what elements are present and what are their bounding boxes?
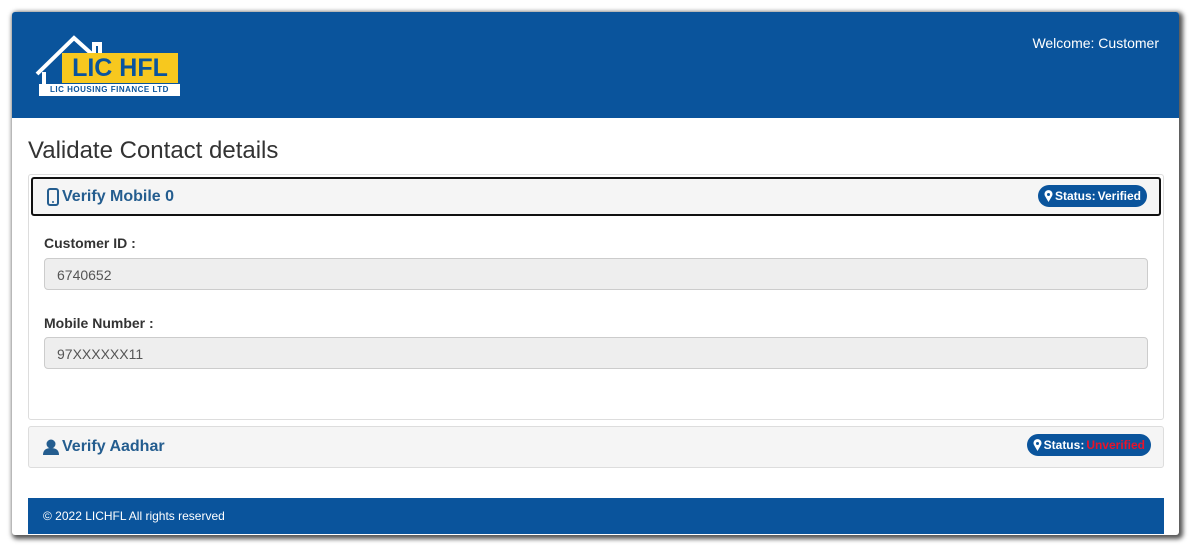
logo[interactable]: LIC HFL LIC HOUSING FINANCE LTD: [34, 34, 184, 100]
pin-icon: [1033, 439, 1042, 451]
status-value: Verified: [1097, 189, 1141, 203]
pin-icon: [1044, 190, 1053, 202]
aadhar-panel[interactable]: Verify Aadhar Status: Unverified: [28, 426, 1164, 468]
panel-header[interactable]: Verify Mobile 0 Status: Verified: [31, 177, 1161, 216]
window: LIC HFL LIC HOUSING FINANCE LTD Welcome:…: [12, 12, 1179, 535]
field-input[interactable]: 6740652: [44, 258, 1148, 290]
panel-title-text: Verify Mobile 0: [62, 188, 175, 205]
logo-text: LIC HFL: [62, 53, 178, 83]
field-label: Mobile Number :: [44, 315, 154, 331]
panel-title: Verify Mobile 0: [47, 188, 174, 206]
status-badge: Status: Unverified: [1026, 434, 1151, 456]
mobile-icon: [47, 188, 59, 206]
footer: © 2022 LICHFL All rights reserved: [28, 498, 1164, 534]
header: LIC HFL LIC HOUSING FINANCE LTD Welcome:…: [12, 12, 1179, 118]
status-label: Status:: [1043, 438, 1085, 452]
status-label: Status:: [1054, 189, 1096, 203]
user-icon: [43, 439, 59, 455]
panel-title: Verify Aadhar: [43, 438, 165, 456]
mobile-panel: Verify Mobile 0 Status: Verified Customer…: [28, 174, 1164, 420]
welcome-text: Welcome: Customer: [1032, 35, 1159, 51]
field-label: Customer ID :: [44, 235, 136, 251]
status-value: Unverified: [1086, 438, 1145, 452]
status-badge: Status: Verified: [1037, 185, 1147, 207]
logo-subtitle: LIC HOUSING FINANCE LTD: [39, 84, 180, 96]
panel-title-text: Verify Aadhar: [62, 438, 165, 455]
page-title: Validate Contact details: [28, 137, 279, 164]
field-input[interactable]: 97XXXXXX11: [44, 337, 1148, 369]
